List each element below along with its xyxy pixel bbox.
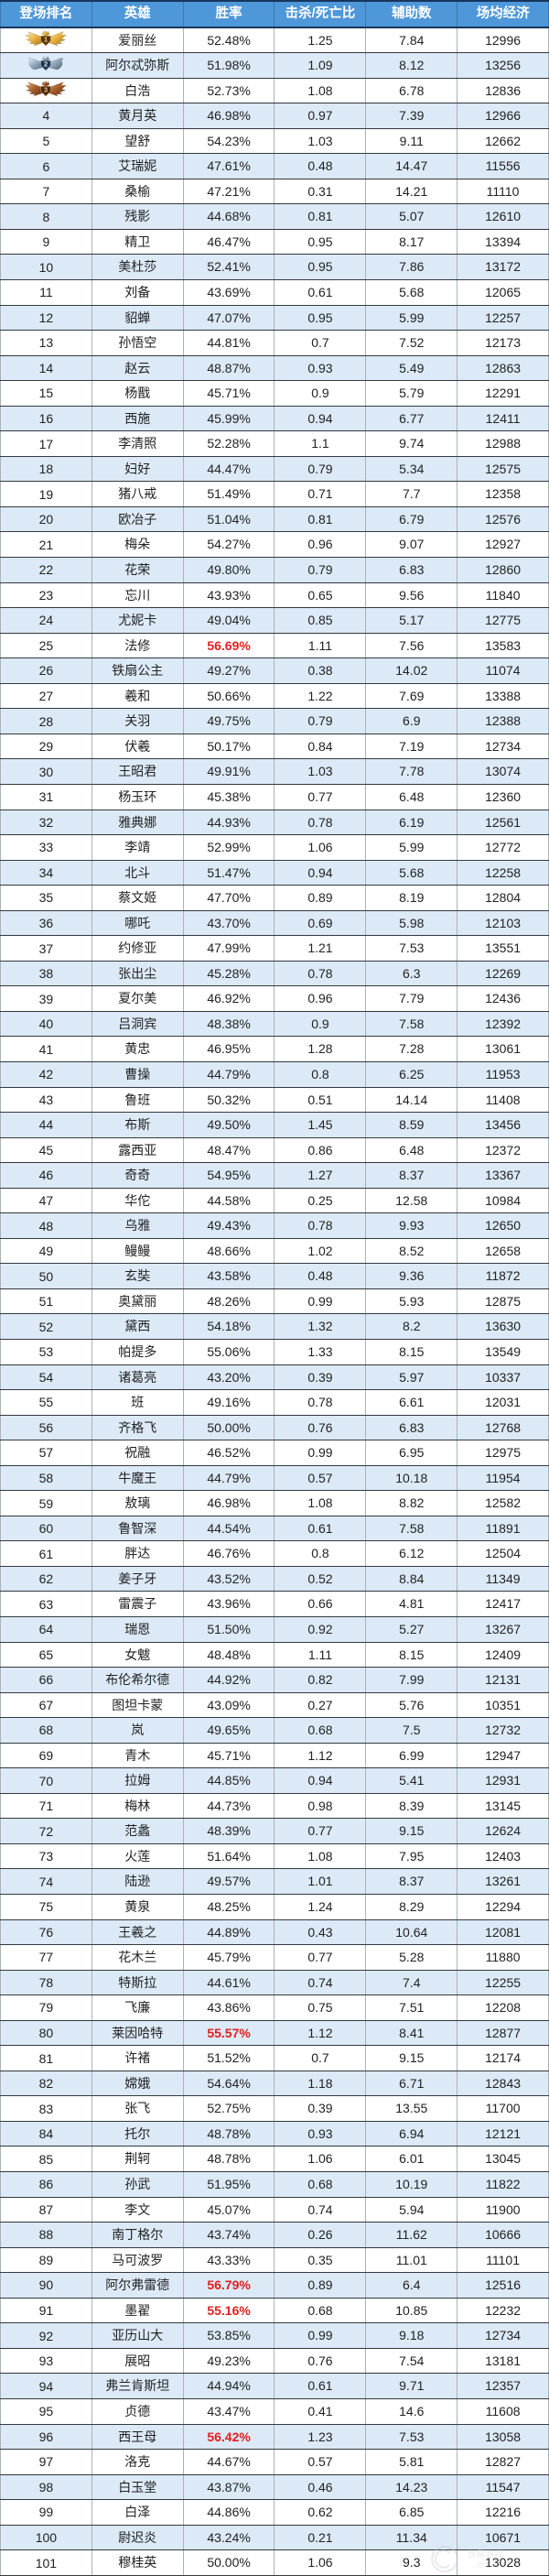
- svg-text:2: 2: [44, 60, 48, 69]
- svg-text:3: 3: [44, 86, 48, 94]
- svg-text:1: 1: [44, 35, 48, 43]
